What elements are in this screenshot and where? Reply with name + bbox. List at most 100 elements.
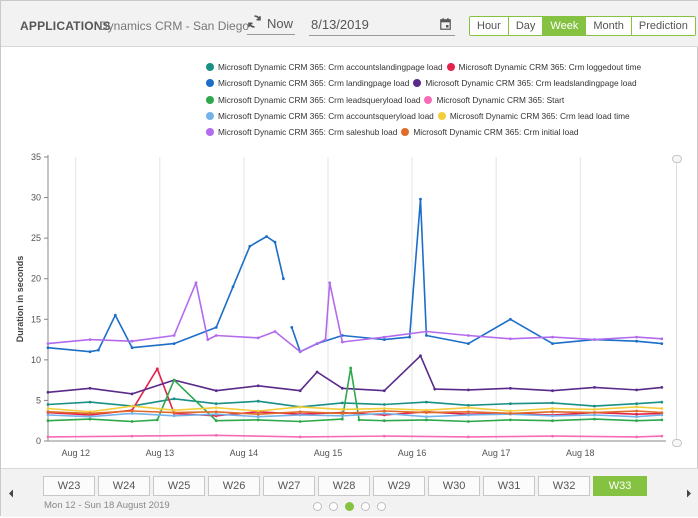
data-point [635, 405, 638, 409]
data-point [509, 412, 512, 415]
y-tick-label: 25 [31, 233, 41, 243]
data-point [290, 326, 294, 329]
y-tick-label: 5 [36, 395, 41, 405]
week-button[interactable]: W26 [208, 476, 260, 496]
calendar-icon[interactable] [440, 17, 451, 35]
week-button[interactable]: W23 [43, 476, 95, 496]
data-point [408, 335, 411, 339]
legend-item[interactable]: Microsoft Dynamic CRM 365: Crm accountsl… [206, 62, 443, 72]
legend-item[interactable]: Microsoft Dynamic CRM 365: Crm leadsland… [413, 78, 637, 89]
data-point [194, 281, 198, 285]
week-button[interactable]: W29 [373, 476, 425, 496]
legend-item[interactable]: Microsoft Dynamic CRM 365: Crm landingpa… [206, 78, 409, 88]
data-point [509, 409, 512, 413]
data-point [593, 338, 596, 341]
data-point [382, 389, 386, 393]
week-button[interactable]: W27 [263, 476, 315, 496]
series-line [47, 398, 663, 408]
y-tick-label: 10 [31, 355, 41, 365]
data-point [256, 415, 260, 419]
data-point [298, 405, 302, 409]
page-dot[interactable] [361, 502, 370, 511]
data-point [340, 408, 344, 411]
page-dot[interactable] [345, 502, 354, 511]
prev-week-button[interactable] [1, 469, 21, 518]
data-point [635, 335, 638, 339]
data-point [214, 433, 218, 437]
legend-swatch [424, 95, 433, 104]
week-button[interactable]: W25 [153, 476, 205, 496]
legend-item[interactable]: Microsoft Dynamic CRM 365: Crm saleshub … [206, 127, 397, 137]
week-range-text: Mon 12 - Sun 18 August 2019 [44, 500, 170, 511]
now-button[interactable]: Now [247, 13, 295, 35]
data-point [265, 235, 268, 238]
legend-item[interactable]: Microsoft Dynamic CRM 365: Start [424, 95, 564, 105]
week-button[interactable]: W33 [593, 476, 647, 496]
range-tab-month[interactable]: Month [586, 17, 632, 35]
data-point [256, 399, 260, 403]
legend-item[interactable]: Microsoft Dynamic CRM 365: Crm accountsq… [206, 111, 434, 121]
data-point [509, 386, 512, 390]
data-point [130, 339, 134, 343]
legend-item[interactable]: Microsoft Dynamic CRM 365: Crm loggedout… [446, 62, 642, 73]
data-point [425, 415, 428, 419]
chart-legend: Microsoft Dynamic CRM 365: Crm accountsl… [206, 59, 666, 140]
page-dot[interactable] [313, 502, 322, 511]
data-point [467, 413, 470, 417]
data-point [660, 400, 664, 404]
data-point [660, 411, 664, 414]
data-point [130, 392, 134, 396]
data-point [425, 411, 428, 414]
legend-swatch [437, 112, 446, 121]
week-button[interactable]: W24 [98, 476, 150, 496]
data-point [419, 354, 422, 358]
data-point [382, 403, 386, 406]
data-point [635, 412, 638, 416]
data-point [635, 339, 638, 343]
week-button[interactable]: W28 [318, 476, 370, 496]
data-point [551, 419, 554, 423]
series-line [47, 412, 663, 418]
data-point [660, 342, 664, 345]
range-tab-week[interactable]: Week [543, 17, 587, 35]
series-line [47, 405, 663, 413]
data-point [88, 415, 92, 419]
data-point [349, 366, 353, 370]
scroll-handle-top[interactable] [672, 155, 682, 163]
week-button[interactable]: W31 [483, 476, 535, 496]
chevron-right-icon [687, 489, 691, 498]
data-point [172, 414, 176, 418]
data-point [214, 419, 218, 423]
range-tab-hour[interactable]: Hour [470, 17, 509, 35]
next-week-button[interactable] [679, 469, 698, 518]
date-field[interactable]: 8/13/2019 [309, 13, 455, 36]
page-dots [313, 502, 386, 511]
data-point [425, 408, 428, 412]
data-point [551, 342, 554, 345]
page-dot[interactable] [329, 502, 338, 511]
scroll-handle-bottom[interactable] [672, 439, 682, 447]
data-point [298, 435, 302, 439]
vertical-scrollbar[interactable] [672, 155, 682, 447]
week-button[interactable]: W30 [428, 476, 480, 496]
legend-item[interactable]: Microsoft Dynamic CRM 365: Crm leadsquer… [206, 95, 420, 105]
week-button[interactable]: W32 [538, 476, 590, 496]
range-tab-prediction[interactable]: Prediction [631, 17, 695, 35]
y-tick-label: 15 [31, 314, 41, 324]
data-point [172, 408, 176, 412]
data-point [467, 388, 470, 392]
data-point [509, 337, 512, 341]
app-title: APPLICATIONS [20, 19, 111, 33]
range-tab-day[interactable]: Day [508, 17, 544, 35]
legend-item[interactable]: Microsoft Dynamic CRM 365: Crm initial l… [401, 127, 578, 137]
legend-label: Microsoft Dynamic CRM 365: Crm loggedout… [458, 62, 642, 73]
legend-item[interactable]: Microsoft Dynamic CRM 365: Crm lead load… [437, 111, 630, 121]
legend-label: Microsoft Dynamic CRM 365: Crm leadsland… [425, 78, 637, 89]
data-point [298, 410, 302, 414]
data-point [214, 326, 218, 329]
legend-swatch [401, 128, 410, 137]
data-point [256, 412, 260, 416]
data-point [214, 412, 218, 416]
y-axis-label: Duration in seconds [15, 256, 25, 343]
page-dot[interactable] [377, 502, 386, 511]
